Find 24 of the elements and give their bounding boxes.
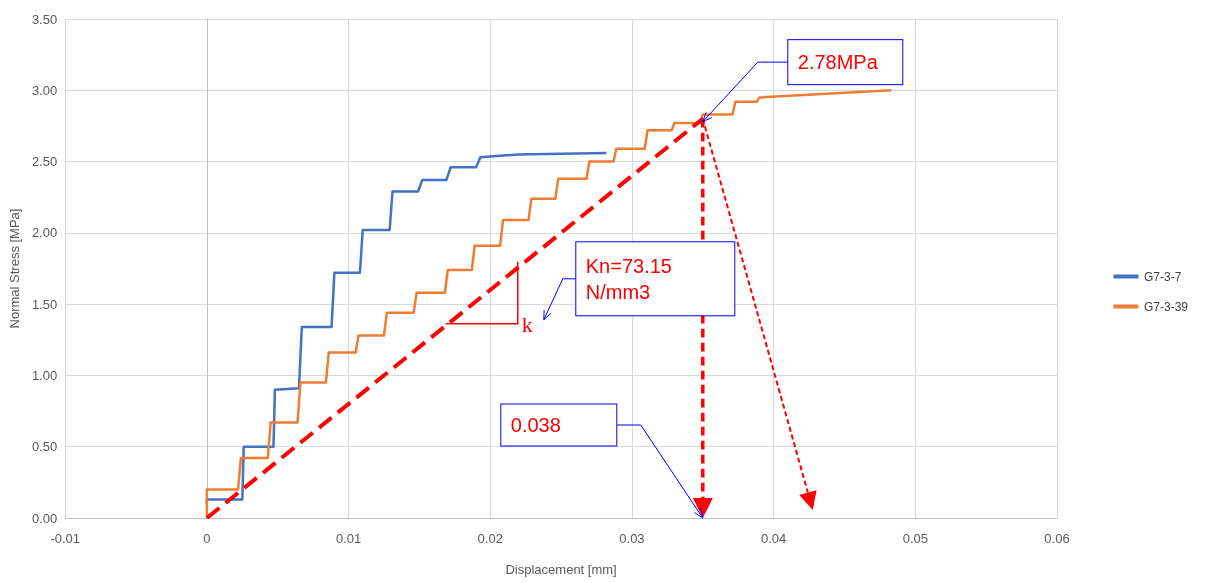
annotation: Kn=73.15 N/mm3 bbox=[585, 254, 672, 303]
x-tick-label: 0 bbox=[203, 531, 211, 546]
x-tick-label: -0.01 bbox=[50, 531, 81, 546]
y-tick-label: 2.00 bbox=[31, 225, 58, 241]
annotation: 2.78MPa bbox=[797, 51, 879, 74]
annotation: k bbox=[521, 311, 533, 337]
y-tick-label: 2.50 bbox=[31, 154, 58, 170]
x-tick-label: 0.03 bbox=[619, 531, 645, 546]
x-axis-title: Displacement [mm] bbox=[505, 562, 617, 577]
x-tick-label: 0.06 bbox=[1044, 531, 1070, 546]
annotation: 0.038 bbox=[510, 414, 561, 436]
legend-label: G7-3-39 bbox=[1143, 299, 1189, 314]
x-tick-label: 0.05 bbox=[902, 531, 928, 546]
y-tick-label: 3.50 bbox=[31, 11, 58, 27]
y-tick-label: 1.50 bbox=[31, 296, 58, 312]
x-tick-label: 0.04 bbox=[760, 531, 787, 546]
y-tick-label: 0.00 bbox=[31, 510, 58, 526]
y-axis-title: Normal Stress [MPa] bbox=[7, 208, 22, 329]
y-tick-label: 0.50 bbox=[31, 439, 58, 455]
legend-label: G7-3-7 bbox=[1143, 269, 1182, 284]
x-tick-label: 0.02 bbox=[477, 531, 503, 546]
y-tick-label: 1.00 bbox=[31, 367, 58, 383]
y-tick-label: 3.00 bbox=[31, 82, 58, 98]
x-tick-label: 0.01 bbox=[335, 531, 362, 546]
